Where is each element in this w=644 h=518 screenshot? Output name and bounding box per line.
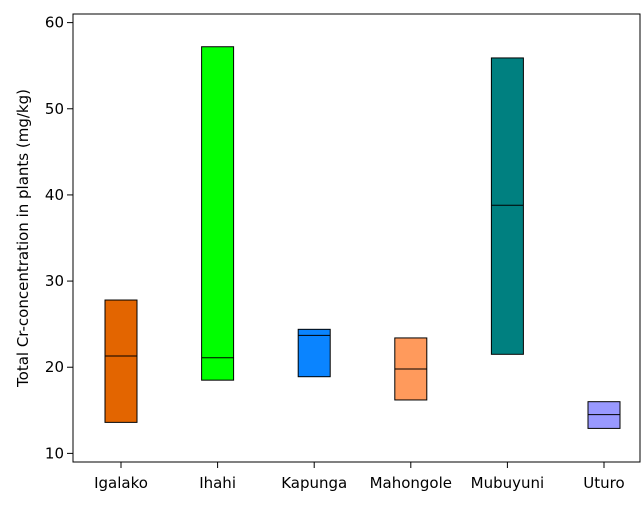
y-axis-title: Total Cr-concentration in plants (mg/kg) xyxy=(14,89,32,388)
x-tick-label-uturo: Uturo xyxy=(583,474,624,492)
box-igalako xyxy=(104,299,138,423)
axes-layer xyxy=(72,13,641,463)
y-tick-label: 60 xyxy=(45,14,64,32)
box-ihahi xyxy=(201,46,235,381)
y-tick-label: 20 xyxy=(45,358,64,376)
y-tick-label: 10 xyxy=(45,444,64,462)
x-tick-label-mubuyuni: Mubuyuni xyxy=(471,474,545,492)
x-tick-label-kapunga: Kapunga xyxy=(281,474,347,492)
x-ticks: Igalako Ihahi Kapunga Mahongole Mubuyuni Utur… xyxy=(94,462,625,492)
y-tick-label: 30 xyxy=(45,272,64,290)
y-ticks: 10 20 30 40 50 60 xyxy=(45,14,73,462)
plot-frame xyxy=(72,13,641,463)
x-tick-label-ihahi: Ihahi xyxy=(199,474,236,492)
y-tick-label: 40 xyxy=(45,186,64,204)
y-tick-label: 50 xyxy=(45,100,64,118)
box-kapunga xyxy=(297,328,331,378)
x-tick-label-igalako: Igalako xyxy=(94,474,148,492)
boxes-layer xyxy=(104,46,621,429)
x-tick-label-mahongole: Mahongole xyxy=(370,474,452,492)
box-mubuyuni xyxy=(490,57,524,355)
